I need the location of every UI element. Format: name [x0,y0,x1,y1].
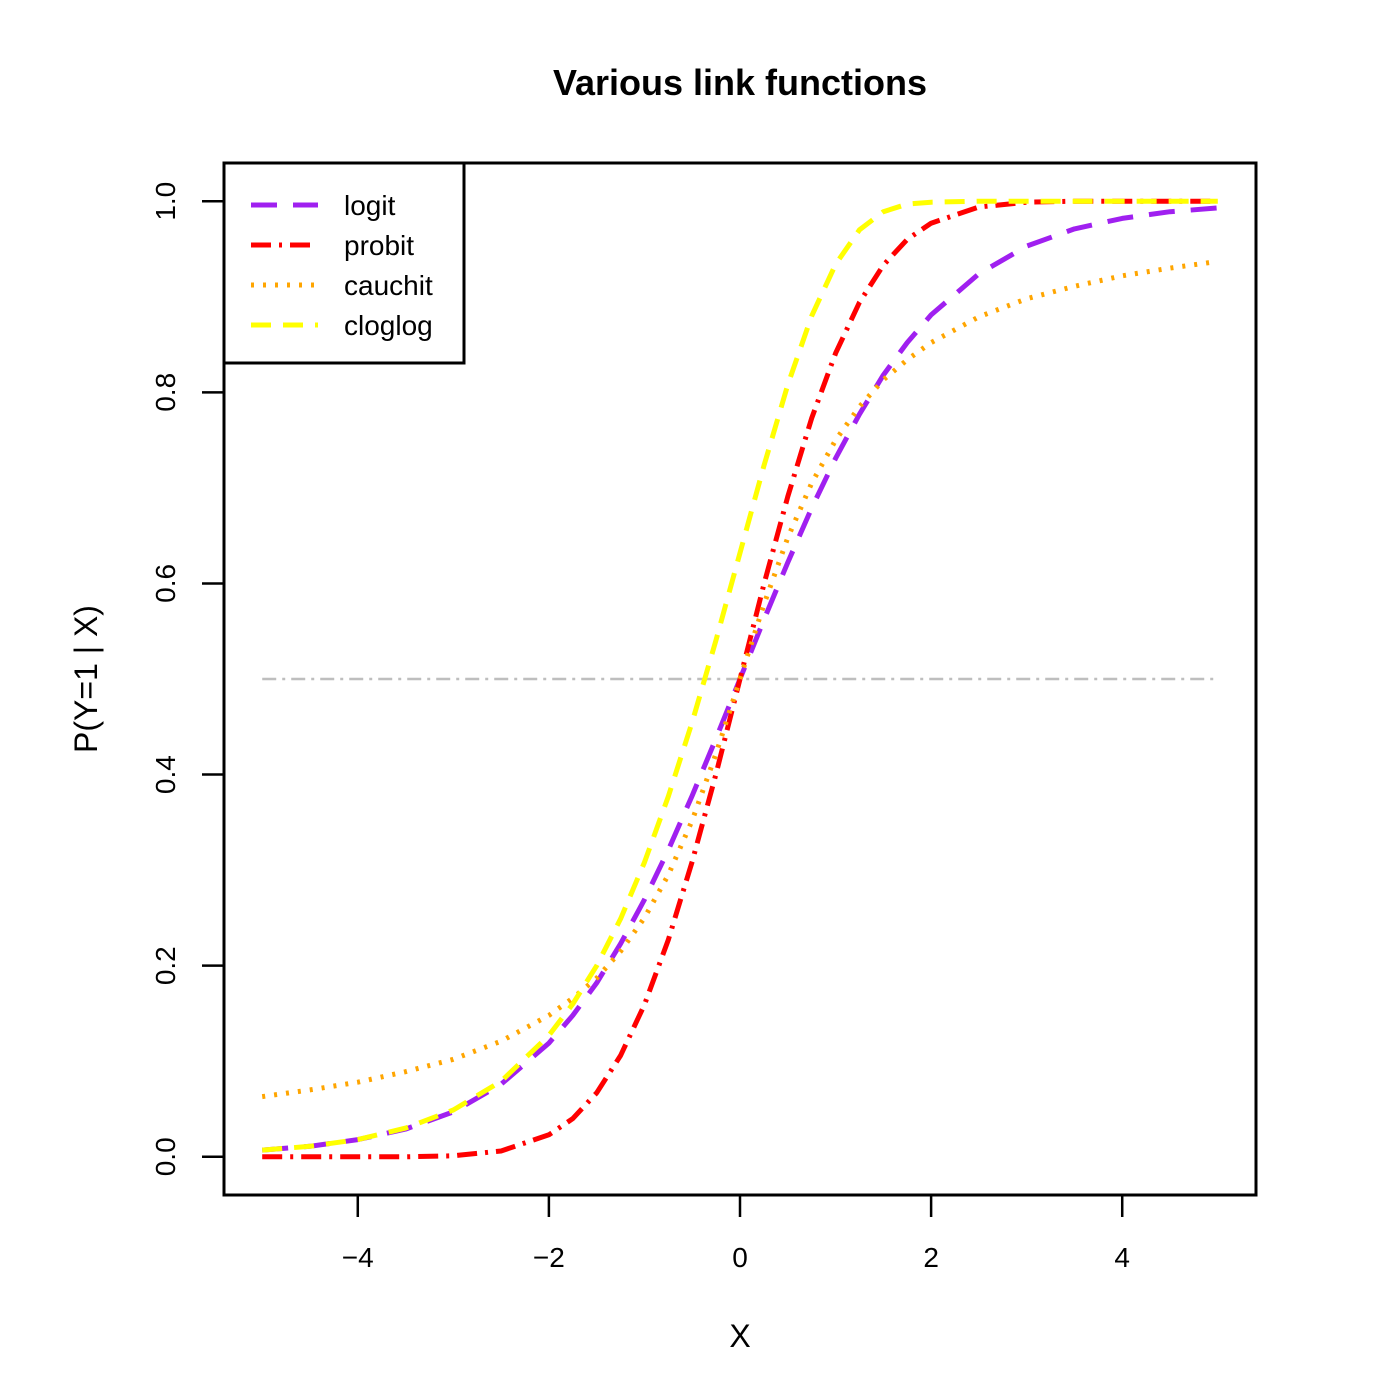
y-tick-label: 1.0 [150,182,181,221]
legend-label-probit: probit [344,230,414,261]
y-tick-label: 0.4 [150,755,181,794]
x-axis: −4 −2 0 2 4 [342,1193,1130,1273]
series-line-cloglog [262,198,1218,1153]
series-line-probit [262,198,1218,1160]
y-tick-label: 0.8 [150,373,181,412]
x-tick-label: 2 [923,1242,939,1273]
y-tick-label: 0.0 [150,1137,181,1176]
series-line-cauchit [261,258,1219,1100]
chart-title: Various link functions [553,62,927,103]
legend: logit probit cauchit cloglog [222,161,466,365]
legend-box [222,161,466,365]
plot-lines [261,198,1219,1160]
y-axis-label: P(Y=1 | X) [68,605,104,753]
x-tick-label: 0 [732,1242,748,1273]
x-tick-label: −2 [533,1242,565,1273]
x-axis-label: X [729,1318,750,1354]
x-tick-label: 4 [1114,1242,1130,1273]
legend-label-cloglog: cloglog [344,310,433,341]
y-tick-label: 0.6 [150,564,181,603]
x-tick-label: −4 [342,1242,374,1273]
y-tick-label: 0.2 [150,946,181,985]
legend-label-cauchit: cauchit [344,270,433,301]
y-axis: 0.0 0.2 0.4 0.6 0.8 1.0 [150,182,226,1176]
legend-label-logit: logit [344,190,396,221]
